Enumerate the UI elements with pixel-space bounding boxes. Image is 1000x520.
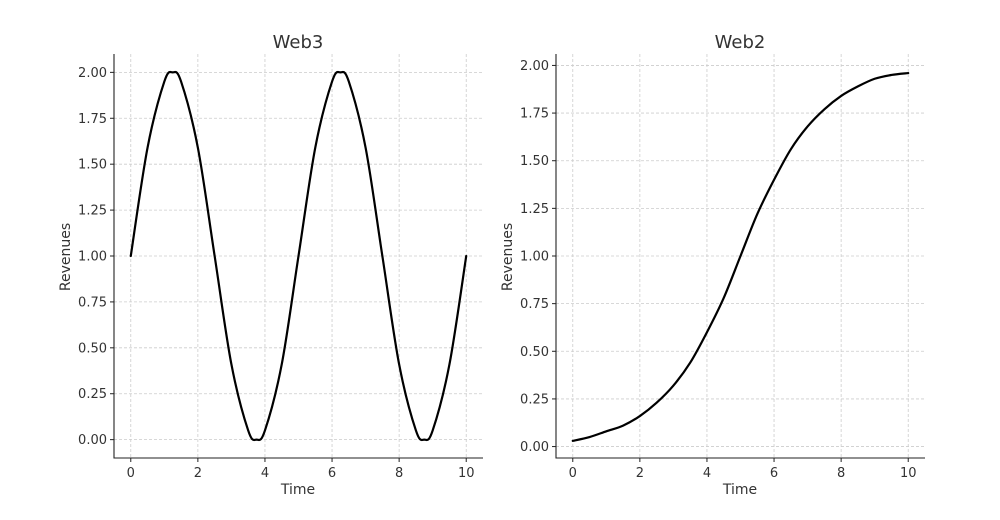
web3-chart-panel: Web3 Time Revenues 0 2 4 6 8 10 0.00 0.25 0.50 0.… [58,32,483,498]
x-tick-label: 10 [458,466,475,481]
y-tick-label: 1.00 [520,250,549,265]
y-tick-label: 1.00 [78,250,107,265]
x-axis-label: Time [280,482,315,498]
x-tick-label: 0 [569,466,577,481]
y-tick-label: 1.50 [520,154,549,169]
x-tick-label: 10 [900,466,917,481]
y-tick-label: 1.50 [78,158,107,173]
revenue-line [129,70,468,442]
chart-title: Web2 [715,32,766,53]
y-axis-label: Revenues [58,223,74,291]
y-tick-label: 2.00 [520,59,549,74]
x-tick-label: 2 [636,466,644,481]
y-axis-label: Revenues [500,223,516,291]
y-tick-label: 1.25 [520,202,549,217]
grid [556,54,925,458]
revenue-line [571,71,910,442]
y-tick-label: 0.75 [78,295,107,310]
x-tick-label: 8 [395,466,403,481]
x-tick-label: 6 [328,466,336,481]
y-tick-label: 1.25 [78,204,107,219]
x-tick-label: 2 [194,466,202,481]
y-tick-label: 0.50 [520,345,549,360]
axis-spines [555,54,925,459]
y-tick-label: 0.00 [520,440,549,455]
axis-spines [113,54,483,459]
y-tick-label: 0.00 [78,433,107,448]
x-tick-label: 4 [703,466,711,481]
y-tick-label: 0.50 [78,341,107,356]
x-tick-label: 8 [837,466,845,481]
y-tick-label: 0.75 [520,297,549,312]
y-tick-label: 1.75 [78,112,107,127]
x-axis-label: Time [722,482,757,498]
y-tick-label: 1.75 [520,107,549,122]
x-tick-label: 6 [770,466,778,481]
chart-title: Web3 [273,32,324,53]
y-tick-label: 0.25 [78,387,107,402]
web2-chart-panel: Web2 Time Revenues 0 2 4 6 8 10 0.00 0.25 0.50 0.… [500,32,925,498]
x-tick-label: 4 [261,466,269,481]
y-tick-label: 0.25 [520,392,549,407]
x-tick-label: 0 [127,466,135,481]
y-tick-label: 2.00 [78,66,107,81]
